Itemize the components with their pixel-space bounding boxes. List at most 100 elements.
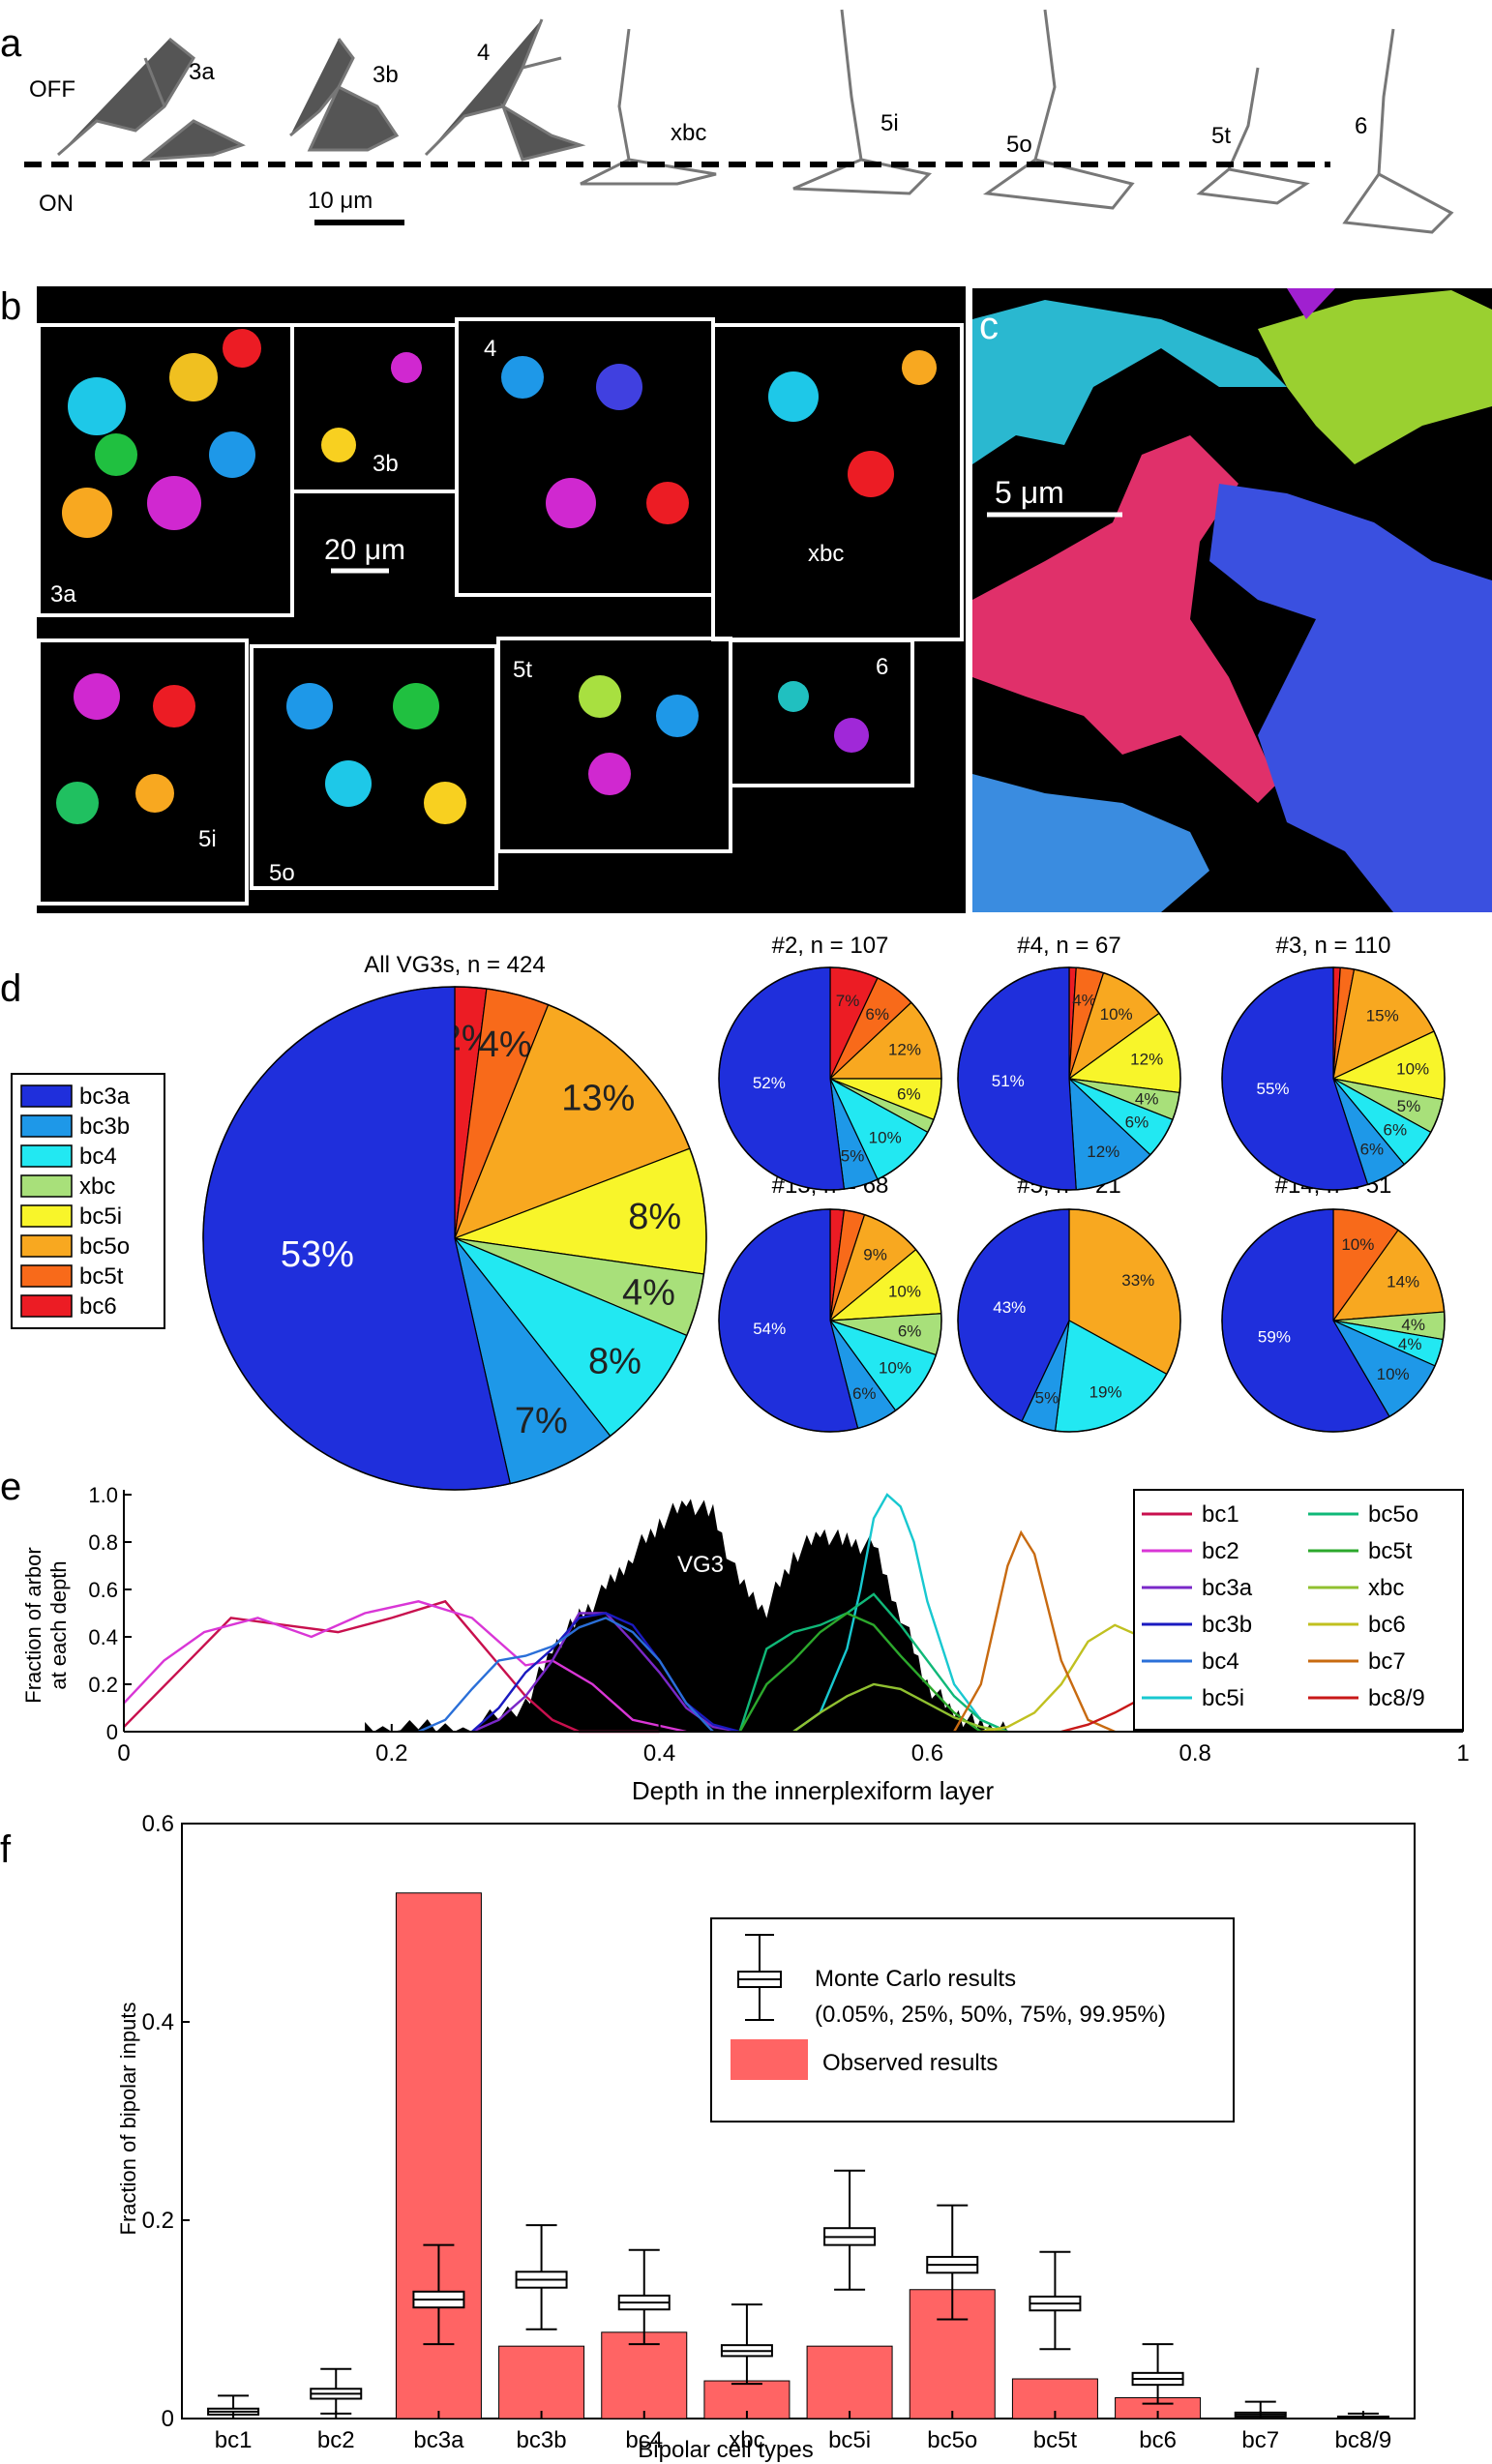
blob — [646, 482, 689, 524]
e-ytick-label: 0.2 — [88, 1673, 118, 1697]
pie3-label-bc4: 6% — [1384, 1121, 1408, 1140]
f-ytick-label: 0.2 — [142, 2208, 174, 2234]
blob — [153, 685, 195, 727]
pie5-label-bc3b: 5% — [1035, 1388, 1059, 1407]
pie3-outline — [1221, 966, 1446, 1191]
f-xtick-label-bc3a: bc3a — [413, 2427, 464, 2453]
pie2-label-bc5t: 4% — [1072, 992, 1096, 1010]
legend-swatch-bc6 — [20, 1294, 73, 1318]
e-legend-label-bc2: bc2 — [1202, 1538, 1239, 1564]
f-ytick-label: 0.4 — [142, 2009, 174, 2035]
e-xtick-label: 0.4 — [643, 1740, 675, 1766]
e-legend-label-bc5o: bc5o — [1368, 1501, 1418, 1528]
pie2-label-bc4: 6% — [1125, 1113, 1149, 1131]
cell-morphologies — [57, 9, 1454, 234]
panel-d-letter: d — [0, 967, 21, 1010]
green-arbor — [1258, 290, 1492, 464]
blob — [588, 753, 631, 795]
legend-swatch-bc3a — [20, 1084, 73, 1108]
blob — [391, 352, 422, 383]
blob — [135, 774, 174, 813]
cell-5t-shape — [1196, 67, 1310, 205]
legend-swatch-xbc — [20, 1174, 73, 1198]
tile-label-3b: 3b — [373, 451, 399, 477]
cell-label-6: 6 — [1355, 113, 1367, 139]
pie2-label-bc3b: 12% — [1087, 1143, 1119, 1161]
e-legend: bc1 bc2 bc3a bc3b bc4 bc5i bc5o bc5t xbc bc6 bc7 bc… — [1133, 1489, 1464, 1731]
panel-b-letter: b — [0, 285, 21, 328]
panel-c-letter: c — [979, 305, 999, 347]
legend-label-bc5o: bc5o — [79, 1233, 130, 1260]
scale-label-20um: 20 μm — [324, 534, 405, 566]
pink-arbor — [972, 435, 1277, 803]
line-bc7 — [953, 1529, 1116, 1734]
pie1-label-bc3a: 52% — [753, 1074, 786, 1092]
line-bc3b — [471, 1612, 740, 1734]
cell-5o-shape — [982, 9, 1135, 210]
pie3-label-bc3b: 6% — [1360, 1141, 1385, 1159]
bar-bc5i — [806, 2345, 893, 2419]
blob — [546, 478, 596, 528]
pie4-label-bc4: 10% — [879, 1359, 911, 1378]
f-xtick-label-bc3b: bc3b — [517, 2427, 567, 2453]
pie6-label-bc3a: 59% — [1258, 1327, 1291, 1346]
panel-a-letter: a — [0, 22, 22, 65]
e-xtick-label: 0.6 — [911, 1740, 943, 1766]
legend-label-xbc: xbc — [79, 1173, 115, 1200]
blob — [325, 760, 372, 807]
panel-f-letter: f — [0, 1828, 12, 1871]
blob — [321, 428, 356, 462]
cyan-arbor — [972, 300, 1287, 464]
pie3-label-bc5i: 10% — [1396, 1060, 1429, 1079]
blob — [223, 329, 261, 368]
vg3-annotation: VG3 — [677, 1552, 724, 1578]
legend-label-bc3b: bc3b — [79, 1113, 130, 1140]
pie-legend: bc3a bc3b bc4 xbc bc5i bc5o bc5t bc6 — [11, 1073, 165, 1329]
pie-main: 2%4%13%8%4%8%7%53% — [202, 986, 707, 1491]
blob — [62, 488, 112, 538]
cell-6-shape — [1342, 28, 1454, 234]
f-xtick-label-xbc: xbc — [729, 2427, 764, 2453]
cell-label-4: 4 — [477, 40, 490, 66]
f-xtick-label-bc1: bc1 — [215, 2427, 253, 2453]
pie-4-title: #4, n = 67 — [1017, 933, 1120, 959]
pie4-label-bc3a: 54% — [753, 1320, 786, 1338]
pie6-label-xbc: 4% — [1401, 1316, 1425, 1334]
e-xtick-label: 0.8 — [1179, 1740, 1211, 1766]
panel-b-tiles — [37, 317, 964, 905]
pie6-outline — [1221, 1208, 1446, 1433]
small-pies: 7%6%12%6%10%5%52%4%10%12%4%6%12%51%15%10… — [718, 966, 1446, 1433]
line-bc2 — [123, 1600, 687, 1734]
cell-3b-shape — [289, 38, 400, 152]
f-legend-percentiles: (0.05%, 25%, 50%, 75%, 99.95%) — [815, 2002, 1166, 2028]
lightblue-arbor — [972, 774, 1209, 912]
pie0-label-bc3a: 53% — [281, 1234, 354, 1275]
pie0-label-bc4: 8% — [588, 1341, 642, 1381]
pie-main-title: All VG3s, n = 424 — [364, 952, 545, 978]
pie1-label-bc4: 10% — [869, 1128, 902, 1146]
e-legend-label-bc3a: bc3a — [1202, 1575, 1253, 1601]
panel-c: c 5 μm — [972, 288, 1492, 912]
e-legend-label-bc3b: bc3b — [1202, 1612, 1252, 1638]
blob — [501, 356, 544, 399]
pie2-label-xbc: 4% — [1135, 1090, 1159, 1109]
f-ytick-label: 0.6 — [142, 1811, 174, 1837]
f-xtick-label-bc6: bc6 — [1139, 2427, 1177, 2453]
e-xtick-label: 0 — [117, 1740, 130, 1766]
f-xtick-label-bc5o: bc5o — [927, 2427, 977, 2453]
blob — [74, 673, 120, 720]
blob — [424, 782, 466, 824]
f-xtick-label-bc4: bc4 — [625, 2427, 663, 2453]
legend-label-bc4: bc4 — [79, 1143, 117, 1170]
blob — [147, 476, 201, 530]
blob — [596, 364, 642, 410]
e-legend-frame — [1133, 1489, 1464, 1731]
blob — [848, 451, 894, 497]
e-xtick-label: 0.2 — [375, 1740, 407, 1766]
pie0-outline — [202, 986, 707, 1491]
cell-xbc-shape — [580, 28, 717, 186]
panel-a: a OFF ON 10 μm 3a 3b 4 xbc 5i 5o 5t 6 — [0, 9, 1454, 234]
pie3-label-bc5o: 15% — [1366, 1007, 1399, 1025]
f-xtick-label-bc2: bc2 — [317, 2427, 355, 2453]
